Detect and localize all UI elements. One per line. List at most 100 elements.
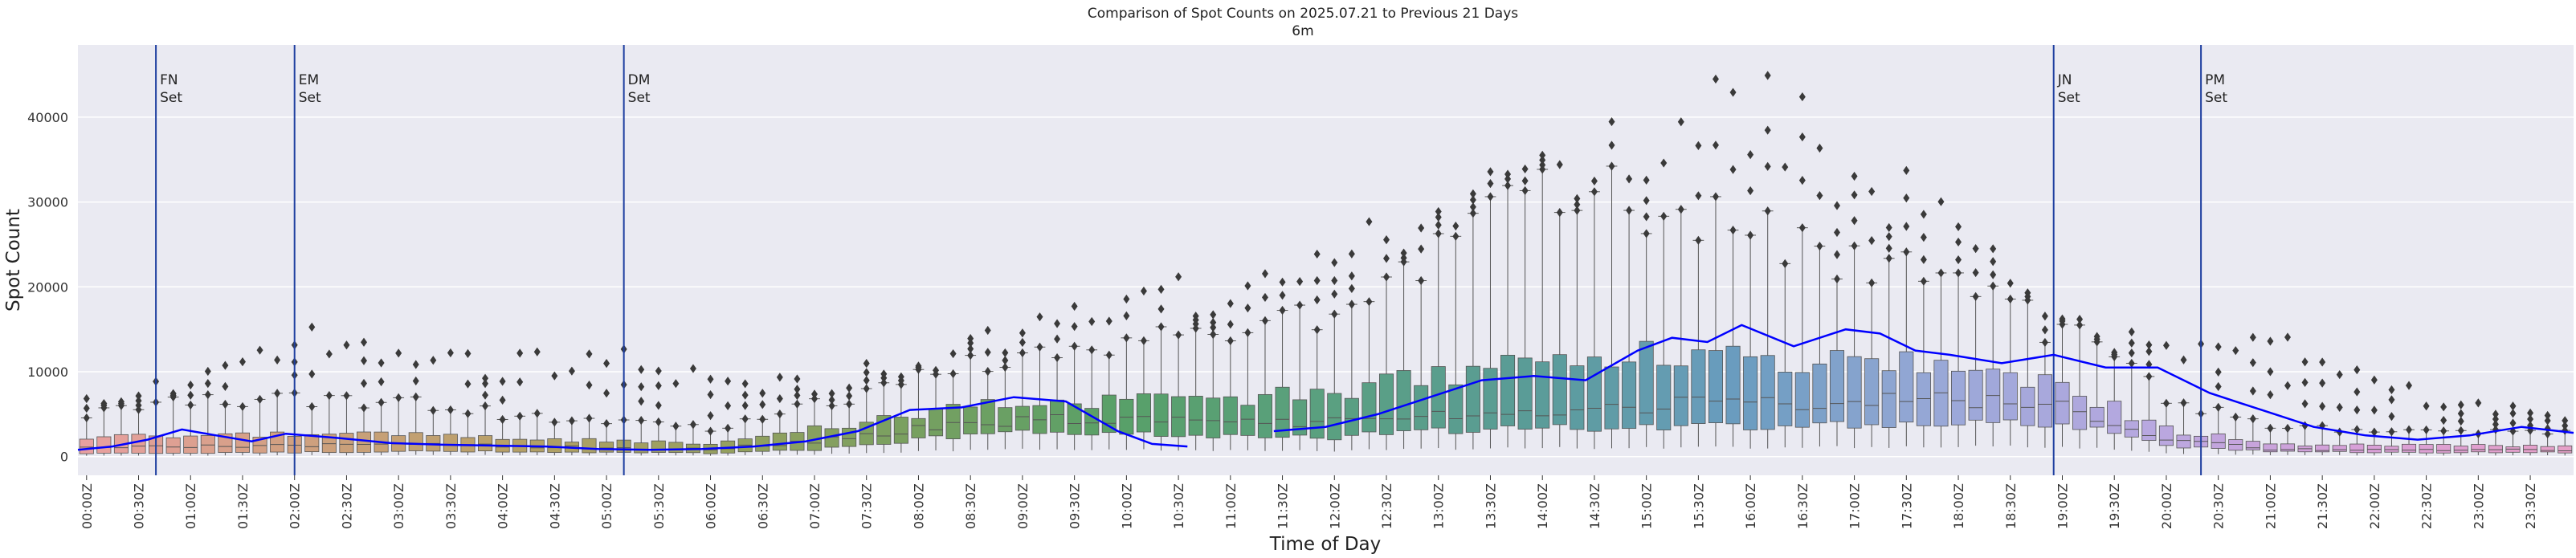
outlier-point — [2076, 320, 2084, 330]
outlier-point — [2388, 427, 2395, 437]
x-tick-label: 02:00Z — [288, 483, 303, 529]
box-body — [1050, 399, 1065, 433]
outlier-point — [1157, 304, 1165, 314]
outlier-point — [1556, 160, 1563, 169]
box — [478, 373, 493, 455]
outlier-point — [880, 378, 888, 388]
outlier-point — [1990, 244, 1997, 254]
outlier-point — [2041, 325, 2048, 335]
box-body — [2211, 433, 2226, 449]
outlier-point — [1210, 318, 1217, 328]
outlier-point — [1227, 299, 1234, 308]
box — [1725, 88, 1741, 447]
outlier-point — [638, 397, 645, 406]
box-body — [478, 435, 493, 452]
outlier-point — [1521, 164, 1529, 174]
outlier-point — [274, 355, 281, 365]
outlier-point — [2319, 378, 2326, 388]
box — [2037, 312, 2052, 448]
outlier-point — [395, 393, 402, 402]
box-body — [2055, 381, 2070, 425]
outlier-point — [2492, 419, 2499, 430]
outlier-point — [83, 393, 90, 404]
x-axis: 00:00Z 00:30Z 01:00Z 01:30Z 02:00Z 02:30Z 03:0… — [80, 475, 2538, 529]
outlier-point — [378, 358, 385, 368]
x-tick-label: 00:30Z — [132, 483, 147, 529]
outlier-point — [1244, 303, 1251, 313]
box — [980, 325, 995, 450]
outlier-point — [1972, 267, 1979, 278]
outlier-point — [2232, 346, 2239, 356]
box — [2158, 340, 2174, 454]
outlier-point — [482, 379, 489, 389]
x-tick-label: 07:00Z — [807, 483, 823, 529]
outlier-point — [464, 409, 472, 418]
outlier-point — [1487, 179, 1494, 189]
box-body — [1708, 350, 1723, 423]
outlier-point — [1296, 300, 1304, 310]
outlier-point — [2024, 288, 2031, 298]
current-day-segment — [77, 396, 1188, 451]
outlier-point — [1088, 316, 1096, 327]
box-body — [1812, 363, 1827, 424]
outlier-point — [2527, 408, 2534, 417]
outlier-point — [2336, 402, 2343, 412]
outlier-point — [1955, 237, 1962, 247]
box — [1431, 206, 1446, 449]
outlier-point — [603, 359, 610, 369]
outlier-point — [638, 365, 645, 374]
outlier-point — [516, 411, 524, 421]
box-body — [1275, 386, 1290, 438]
outlier-point — [1227, 320, 1234, 329]
outlier-point — [1521, 176, 1529, 185]
box — [1639, 175, 1654, 447]
outlier-point — [1660, 158, 1668, 168]
y-tick-label: 10000 — [27, 365, 68, 380]
box — [131, 391, 146, 456]
outlier-point — [1088, 345, 1096, 355]
box — [1933, 197, 1949, 448]
outlier-point — [447, 405, 454, 415]
outlier-point — [2180, 355, 2187, 365]
outlier-point — [1157, 322, 1165, 332]
outlier-point — [1695, 235, 1702, 245]
outlier-point — [516, 348, 524, 358]
outlier-point — [2301, 399, 2309, 409]
outlier-point — [1487, 167, 1494, 177]
outlier-point — [1885, 232, 1892, 242]
event-label: Set — [299, 90, 321, 106]
outlier-point — [2354, 425, 2361, 434]
x-tick-label: 08:30Z — [963, 483, 978, 529]
outlier-point — [1313, 295, 1321, 305]
box-body — [96, 436, 112, 454]
x-tick-label: 09:00Z — [1015, 483, 1031, 529]
box — [200, 366, 215, 456]
outlier-point — [984, 367, 991, 377]
box-body — [1604, 366, 1619, 430]
outlier-point — [2562, 416, 2569, 426]
outlier-point — [1469, 202, 1476, 212]
box — [1067, 301, 1082, 450]
outlier-point — [707, 411, 714, 421]
x-tick-label: 19:30Z — [2107, 483, 2122, 529]
box — [356, 337, 372, 456]
y-tick-label: 30000 — [27, 195, 68, 210]
y-tick-label: 0 — [60, 450, 68, 465]
outlier-point — [1920, 232, 1927, 242]
box-body — [1257, 393, 1273, 438]
event-label: PM — [2205, 72, 2225, 88]
box-body — [2158, 426, 2174, 446]
outlier-point — [412, 392, 419, 401]
outlier-point — [741, 414, 749, 424]
outlier-point — [187, 390, 194, 400]
box-body — [1916, 372, 1931, 426]
outlier-point — [1816, 241, 1823, 251]
x-tick-label: 03:30Z — [443, 483, 459, 529]
outlier-point — [117, 397, 125, 406]
box-body — [929, 408, 944, 437]
outlier-point — [1955, 268, 1962, 278]
outlier-point — [2215, 381, 2222, 392]
outlier-point — [1590, 187, 1598, 197]
x-tick-label: 10:30Z — [1171, 483, 1186, 529]
box — [1344, 249, 1359, 450]
